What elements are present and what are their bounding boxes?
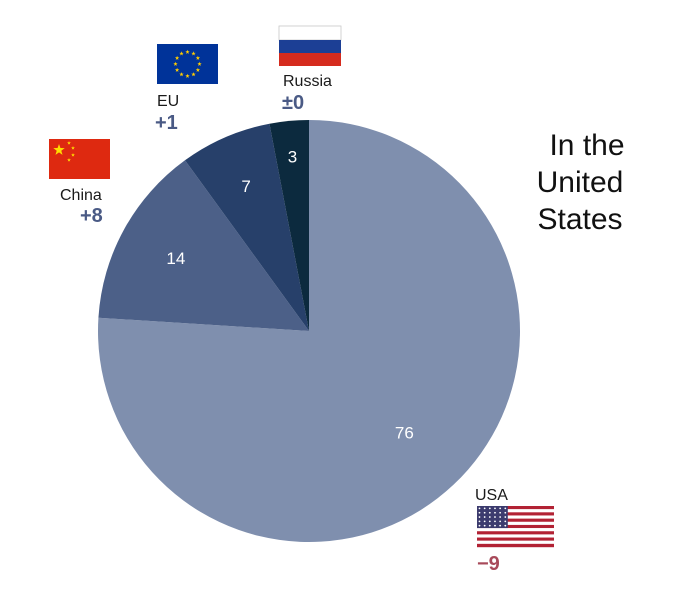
eu-change-label: +1 <box>155 112 178 134</box>
pie-slice-russia <box>269 120 309 331</box>
usa-flag-icon <box>477 506 554 548</box>
usa-label: USA <box>475 487 508 504</box>
russia-flag-icon <box>278 25 342 66</box>
usa-change-label: −9 <box>477 553 500 575</box>
slice-value-china: 14 <box>166 249 185 268</box>
eu-label: EU <box>157 93 179 110</box>
pie-slice-china <box>98 160 310 331</box>
chart-title-line-1: In the <box>549 129 624 162</box>
slice-value-labels: 76 14 7 3 <box>166 148 413 443</box>
chart-title-line-2: United <box>537 166 624 199</box>
russia-change-label: ±0 <box>282 92 304 114</box>
slice-value-russia: 3 <box>288 148 297 167</box>
slice-value-eu: 7 <box>241 177 250 196</box>
pie-slice-eu <box>184 123 309 331</box>
china-flag-icon <box>49 139 110 179</box>
china-label: China <box>60 187 102 204</box>
china-change-label: +8 <box>80 205 103 227</box>
russia-label: Russia <box>283 73 332 90</box>
slice-value-usa: 76 <box>395 424 414 443</box>
eu-flag-icon <box>157 44 218 84</box>
chart-title-line-3: States <box>537 203 622 236</box>
pie-slices <box>97 120 520 542</box>
